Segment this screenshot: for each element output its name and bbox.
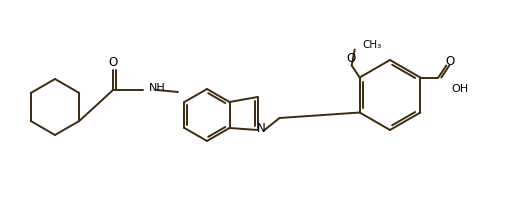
Text: N: N	[257, 121, 266, 134]
Text: OH: OH	[451, 85, 469, 95]
Text: NH: NH	[149, 83, 166, 93]
Text: O: O	[108, 56, 118, 69]
Text: CH₃: CH₃	[362, 39, 382, 49]
Text: O: O	[346, 52, 355, 65]
Text: O: O	[446, 55, 455, 68]
